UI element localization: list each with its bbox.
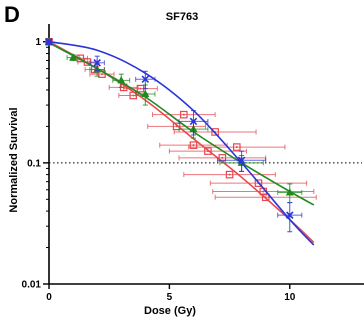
fit-curve-0 [48,41,315,244]
data-point [180,110,188,119]
series-0 [45,37,317,244]
plot-area [45,37,317,246]
data-point-center [235,146,238,149]
data-point [141,75,150,84]
fit-curve-2 [48,40,315,246]
x-tick-label: 10 [284,292,296,303]
data-point [225,170,234,179]
data-point-center [262,190,265,193]
data-point-center [100,73,103,76]
y-tick-label: 0.1 [27,158,41,169]
data-point [254,179,263,187]
y-tick-label: 1 [35,37,41,48]
data-point [189,141,198,149]
axes: 0.010.110 5 10 [22,24,364,303]
data-point-center [139,87,142,90]
data-point [233,143,241,151]
data-point-center [132,94,135,97]
data-point [261,193,270,202]
data-point [204,147,212,155]
data-point-center [182,113,185,116]
x-tick-label: 0 [46,292,52,303]
data-point-center [221,156,224,159]
series-2 [45,37,315,246]
panel-label: D [4,2,20,27]
y-axis-label: Normalized Survival [8,107,20,212]
x-tick-label: 5 [167,292,173,303]
chart-title: SF763 [166,11,198,23]
data-point [69,53,78,61]
data-point [211,128,219,136]
data-point [237,156,246,165]
x-axis-label: Dose (Gy) [144,305,196,317]
data-point-center [192,144,195,147]
data-point [93,59,101,67]
fit-curve-1 [48,42,315,206]
data-point [172,122,181,131]
data-point [189,117,198,126]
y-tick-label: 0.01 [22,280,42,291]
data-point-center [228,173,231,176]
